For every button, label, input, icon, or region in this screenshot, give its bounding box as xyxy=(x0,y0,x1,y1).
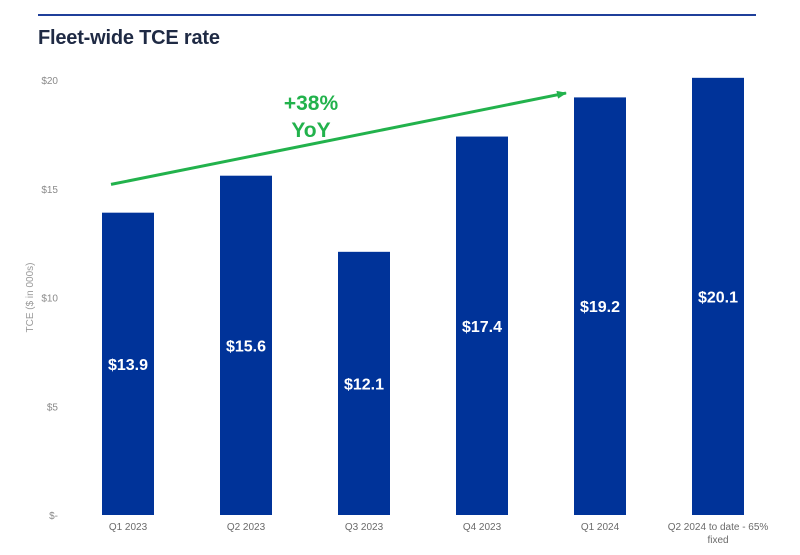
bar-6 xyxy=(692,77,744,515)
y-axis-label: TCE ($ in 000s) xyxy=(25,262,36,332)
bar-value-label: $19.2 xyxy=(580,299,620,316)
y-tick-label: $5 xyxy=(47,402,59,413)
top-rule xyxy=(38,14,756,16)
bar-value-label: $13.9 xyxy=(108,357,148,374)
bar-1 xyxy=(102,212,154,516)
yoy-annotation-percent: +38% xyxy=(284,92,339,115)
x-tick-label: Q2 2024 to date - 65% fixed xyxy=(668,522,769,546)
bar-value-label: $20.1 xyxy=(698,289,738,306)
y-tick-label: $- xyxy=(49,511,58,522)
x-tick-label: Q1 2023 xyxy=(109,522,148,533)
bar-2 xyxy=(220,175,272,515)
bar-4 xyxy=(456,136,508,516)
yoy-annotation-label: YoY xyxy=(291,119,330,142)
x-tick-label: Q4 2023 xyxy=(463,522,502,533)
page-title: Fleet-wide TCE rate xyxy=(38,27,220,49)
x-tick-label: Q3 2023 xyxy=(345,522,384,533)
y-tick-label: $15 xyxy=(41,185,58,196)
bar-3 xyxy=(338,251,390,515)
bar-5 xyxy=(574,97,626,516)
y-tick-label: $20 xyxy=(41,76,58,87)
x-tick-label: Q2 2023 xyxy=(227,522,266,533)
bar-value-label: $15.6 xyxy=(226,338,266,355)
bar-value-label: $17.4 xyxy=(462,319,502,336)
bar-value-label: $12.1 xyxy=(344,376,384,393)
yoy-trend-arrow xyxy=(110,90,567,186)
x-tick-label: Q1 2024 xyxy=(581,522,620,533)
y-tick-label: $10 xyxy=(41,294,58,305)
